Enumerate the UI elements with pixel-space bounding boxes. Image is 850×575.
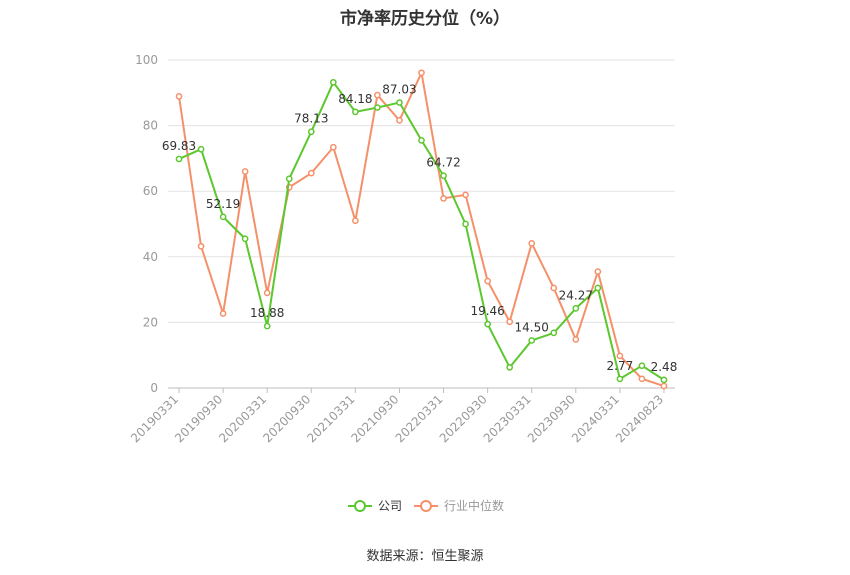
y-tick-label: 60 [143,184,158,198]
data-point [462,191,469,199]
data-label: 14.50 [515,320,549,334]
data-point [660,376,668,384]
data-point [374,104,381,111]
data-label: 64.72 [426,156,460,170]
data-point [594,268,602,275]
y-tick-label: 100 [135,53,158,67]
data-point [219,310,227,317]
data-point [506,363,514,371]
data-label: 19.46 [470,304,504,318]
data-point [484,320,491,328]
data-point [528,240,536,247]
data-point [638,375,646,383]
data-label: 87.03 [382,83,416,97]
data-point [352,217,359,225]
data-point [175,155,183,163]
data-label: 69.83 [162,139,196,153]
y-tick-label: 40 [143,250,158,264]
legend-marker [354,500,366,512]
data-point [329,143,337,151]
y-tick-label: 80 [143,119,158,133]
data-point [396,117,403,124]
data-point [638,362,646,370]
data-point [307,169,315,177]
y-tick-label: 0 [150,381,158,395]
data-label: 78.13 [294,112,328,126]
legend-label: 行业中位数 [444,498,504,513]
data-label: 52.19 [206,197,240,211]
series-line-company [178,81,665,381]
data-point [616,352,624,360]
data-point [418,137,425,144]
data-point [241,235,249,243]
legend-marker [420,500,432,512]
legend-item-industry-median: 行业中位数 [414,498,504,513]
data-point [484,277,491,285]
data-point [616,375,624,383]
data-point [594,284,602,292]
data-point [307,128,315,136]
chart-title: 市净率历史分位（%） [339,9,511,29]
legend-item-company: 公司 [348,499,402,513]
y-tick-label: 20 [143,315,158,329]
data-point [396,99,403,106]
data-point [506,318,514,326]
data-label: 84.18 [338,92,372,106]
data-point [440,172,447,180]
data-point [440,195,447,202]
data-point [241,168,249,175]
data-label: 18.88 [250,306,284,320]
data-point [352,108,359,116]
data-point [175,93,183,100]
data-label: 24.27 [559,288,593,302]
data-label: 2.48 [651,360,678,374]
data-point [219,213,227,221]
data-point [572,305,580,312]
data-point [462,220,469,228]
data-point [572,336,580,343]
legend: 公司 行业中位数 [348,498,504,513]
data-point [263,322,271,330]
data-point [263,289,271,297]
data-label: 2.77 [607,359,634,373]
data-point [550,284,558,292]
x-tick-label: 20240823 [613,392,666,445]
series-line-industry-median [178,71,665,387]
data-point [374,91,381,99]
data-source-note: 数据来源：恒生聚源 [366,549,484,564]
data-point [197,145,205,153]
data-point [550,329,558,337]
data-point [418,69,425,77]
data-point [660,382,668,390]
data-point [528,337,536,344]
data-point [197,242,205,250]
legend-label: 公司 [378,499,402,513]
data-point [285,175,293,183]
data-point [329,78,337,86]
